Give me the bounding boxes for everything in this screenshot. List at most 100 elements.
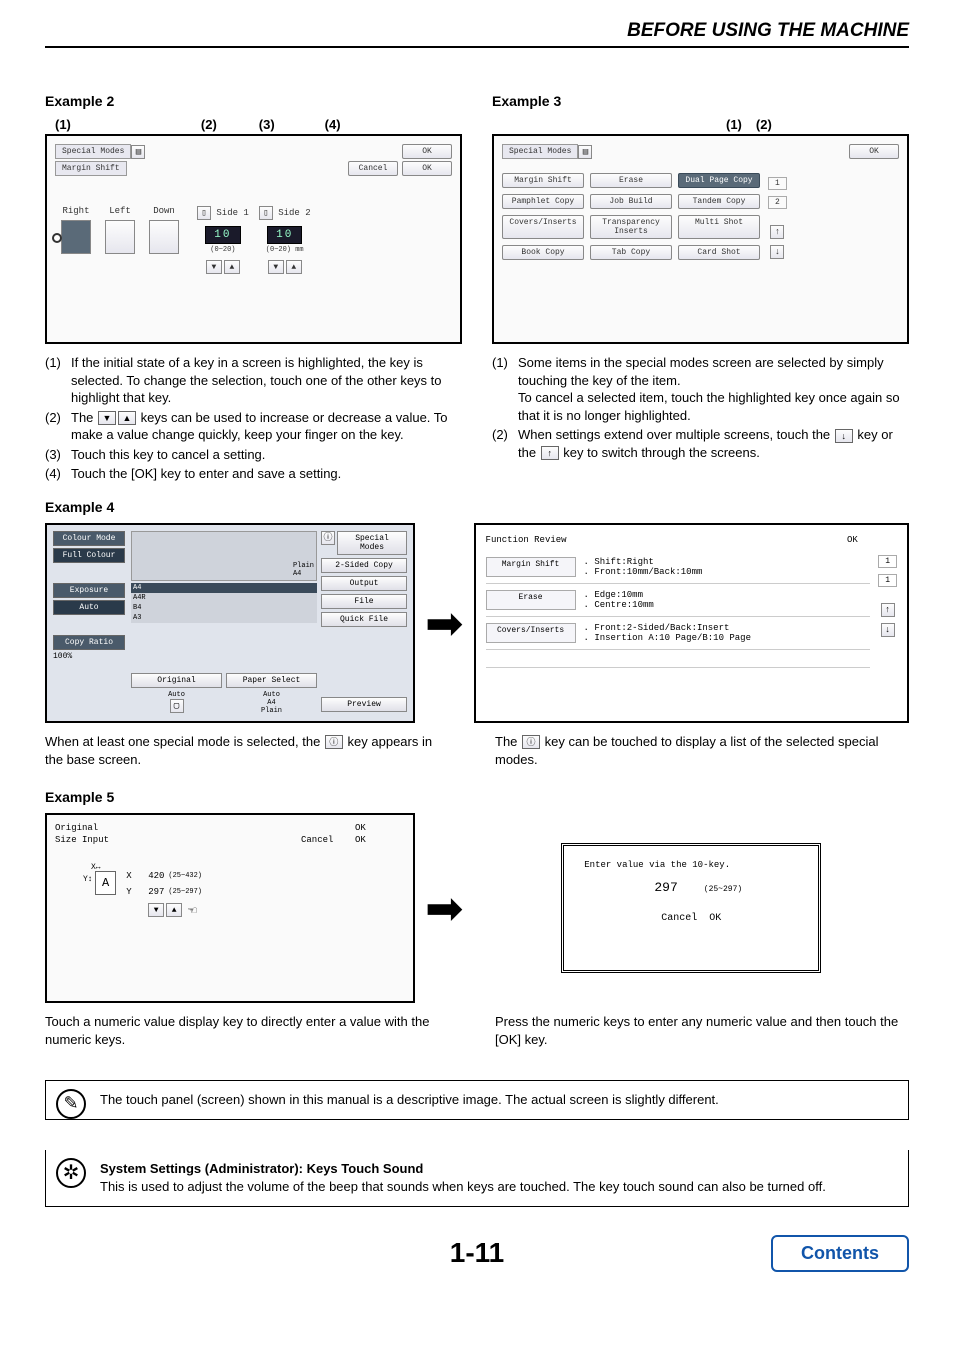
note-number: (2)	[45, 409, 71, 444]
decrease-button[interactable]: ▼	[148, 903, 164, 917]
mode-button[interactable]: Job Build	[590, 194, 672, 209]
review-detail: . Shift:Right. Front:10mm/Back:10mm	[584, 557, 703, 577]
preview-button[interactable]: Preview	[321, 697, 407, 712]
value-display[interactable]: 10	[267, 226, 302, 244]
original-value: Auto	[131, 691, 222, 699]
cancel-button[interactable]: Cancel	[661, 913, 697, 924]
range-label: (0~20)	[197, 246, 249, 254]
copy-ratio-value[interactable]: 100%	[53, 652, 72, 661]
ok-button[interactable]: OK	[355, 823, 405, 833]
mode-button[interactable]: Margin Shift	[502, 173, 584, 188]
side-label: Side 2	[278, 208, 310, 218]
x-value[interactable]: 420	[148, 871, 164, 881]
ok-button[interactable]: OK	[709, 913, 721, 924]
callout: (1)	[55, 117, 71, 132]
increase-button[interactable]: ▲	[286, 260, 302, 274]
panel-title: Function Review	[486, 535, 567, 545]
mode-button-selected[interactable]: Dual Page Copy	[678, 173, 760, 188]
cancel-button[interactable]: Cancel	[348, 161, 398, 176]
paper-select-label: Paper Select	[226, 673, 317, 688]
option-label: Down	[149, 206, 179, 216]
original-icon[interactable]: ▢	[170, 699, 184, 713]
up-arrow-icon: ▲	[118, 411, 136, 425]
down-arrow-icon: ↓	[835, 429, 853, 443]
example-5-caption-left: Touch a numeric value display key to dir…	[45, 1013, 435, 1049]
example-3-heading: Example 3	[492, 93, 909, 109]
panel-title: Special Modes	[55, 144, 131, 159]
page-down-button[interactable]: ↓	[881, 623, 895, 637]
note-text: The ▼▲ keys can be used to increase or d…	[71, 409, 462, 444]
increase-button[interactable]: ▲	[166, 903, 182, 917]
down-arrow-icon: ▼	[98, 411, 116, 425]
page-down-button[interactable]: ↓	[770, 245, 784, 259]
example-2: Example 2 (1) (2) (3) (4) Special Modes …	[45, 93, 462, 485]
y-axis-button[interactable]: Y	[126, 887, 144, 897]
mode-button[interactable]: Book Copy	[502, 245, 584, 260]
ok-button[interactable]: OK	[355, 835, 405, 845]
ok-button[interactable]: OK	[402, 161, 452, 176]
numpad-range: (25~297)	[704, 885, 742, 894]
value-display[interactable]: 10	[205, 226, 240, 244]
note-number: (1)	[492, 354, 518, 424]
panel-title: Special Modes	[502, 144, 578, 159]
mode-button[interactable]: Erase	[590, 173, 672, 188]
example-5-caption-right: Press the numeric keys to enter any nume…	[495, 1013, 909, 1049]
output-button[interactable]: Output	[321, 576, 407, 591]
page-header: BEFORE USING THE MACHINE	[45, 20, 909, 48]
callout: (2)	[756, 117, 772, 132]
tray-label: A4R	[131, 593, 317, 603]
page-indicator: 1	[878, 574, 897, 587]
review-label: Erase	[486, 590, 576, 610]
quick-file-button[interactable]: Quick File	[321, 612, 407, 627]
mode-button[interactable]: Pamphlet Copy	[502, 194, 584, 209]
panel-subtitle: Margin Shift	[55, 161, 127, 176]
touch-hand-icon: ☜	[188, 903, 196, 920]
special-modes-button[interactable]: Special Modes	[337, 531, 407, 555]
example-4-heading: Example 4	[45, 499, 909, 515]
numpad-instruction: Enter value via the 10-key.	[584, 860, 798, 870]
modes-icon: ▤	[131, 145, 145, 159]
page-indicator: 2	[768, 196, 787, 209]
page-up-button[interactable]: ↑	[881, 603, 895, 617]
exposure-value[interactable]: Auto	[53, 600, 125, 615]
mode-button[interactable]: Transparency Inserts	[590, 215, 672, 239]
file-button[interactable]: File	[321, 594, 407, 609]
x-axis-button[interactable]: X	[126, 871, 144, 881]
decrease-button[interactable]: ▼	[268, 260, 284, 274]
mode-button[interactable]: Card Shot	[678, 245, 760, 260]
page-up-button[interactable]: ↑	[770, 225, 784, 239]
numpad-value: 297	[640, 877, 691, 898]
note-text: If the initial state of a key in a scree…	[71, 354, 462, 407]
info-note: ✎ The touch panel (screen) shown in this…	[45, 1080, 909, 1120]
tray-label: A4	[131, 583, 317, 593]
plain-label: Plain	[293, 562, 314, 570]
admin-note: ✲ System Settings (Administrator): Keys …	[45, 1150, 909, 1207]
callout: (4)	[325, 117, 341, 132]
contents-button[interactable]: Contents	[771, 1235, 909, 1272]
unit-label: mm	[295, 246, 303, 254]
decrease-button[interactable]: ▼	[206, 260, 222, 274]
note-number: (4)	[45, 465, 71, 483]
example-5-heading: Example 5	[45, 789, 909, 805]
ok-button[interactable]: OK	[847, 535, 897, 545]
ok-button[interactable]: OK	[849, 144, 899, 159]
mode-button[interactable]: Tandem Copy	[678, 194, 760, 209]
y-range: (25~297)	[168, 888, 202, 896]
example-3: Example 3 (1) (2) Special Modes ▤ OK Mar…	[492, 93, 909, 485]
mode-button[interactable]: Tab Copy	[590, 245, 672, 260]
note-text: Some items in the special modes screen a…	[518, 354, 909, 424]
a4-label: A4	[293, 570, 301, 578]
function-review-panel: Function Review OK Margin Shift . Shift:…	[474, 523, 909, 723]
two-sided-button[interactable]: 2-Sided Copy	[321, 558, 407, 573]
ok-button[interactable]: OK	[402, 144, 452, 159]
tray-label: A3	[131, 613, 317, 623]
y-value[interactable]: 297	[148, 887, 164, 897]
cancel-button[interactable]: Cancel	[301, 835, 351, 845]
note-body: This is used to adjust the volume of the…	[100, 1179, 826, 1194]
increase-button[interactable]: ▲	[224, 260, 240, 274]
colour-mode-value[interactable]: Full Colour	[53, 548, 125, 563]
mode-button[interactable]: Multi Shot	[678, 215, 760, 239]
mode-button[interactable]: Covers/Inserts	[502, 215, 584, 239]
info-icon[interactable]: ⓘ	[321, 531, 335, 545]
note-number: (2)	[492, 426, 518, 461]
